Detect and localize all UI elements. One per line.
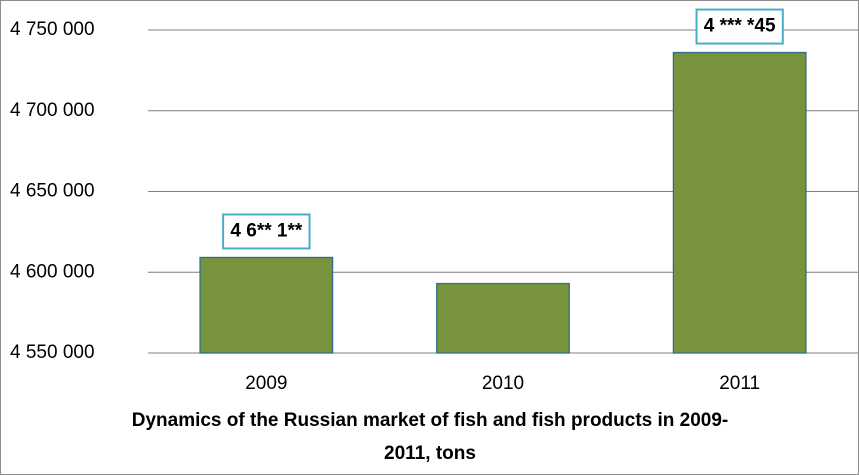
y-tick-label: 4 550 000 [10, 342, 95, 363]
chart-title: Dynamics of the Russian market of fish a… [131, 410, 729, 464]
y-tick-label: 4 600 000 [10, 261, 95, 282]
y-tick-label: 4 750 000 [10, 19, 95, 40]
data-label-box [222, 213, 311, 250]
x-tick-label: 2010 [482, 373, 524, 394]
y-tick-label: 4 650 000 [10, 181, 95, 202]
x-tick-label: 2011 [719, 373, 760, 394]
y-tick-label: 4 700 000 [10, 100, 95, 121]
bar [436, 282, 570, 354]
data-label-box [695, 8, 784, 45]
bar [199, 256, 334, 354]
data-label: 4 6** 1** [230, 220, 302, 241]
bar [672, 51, 807, 354]
data-label: 4 *** *45 [704, 16, 776, 37]
x-tick-label: 2009 [245, 373, 287, 394]
